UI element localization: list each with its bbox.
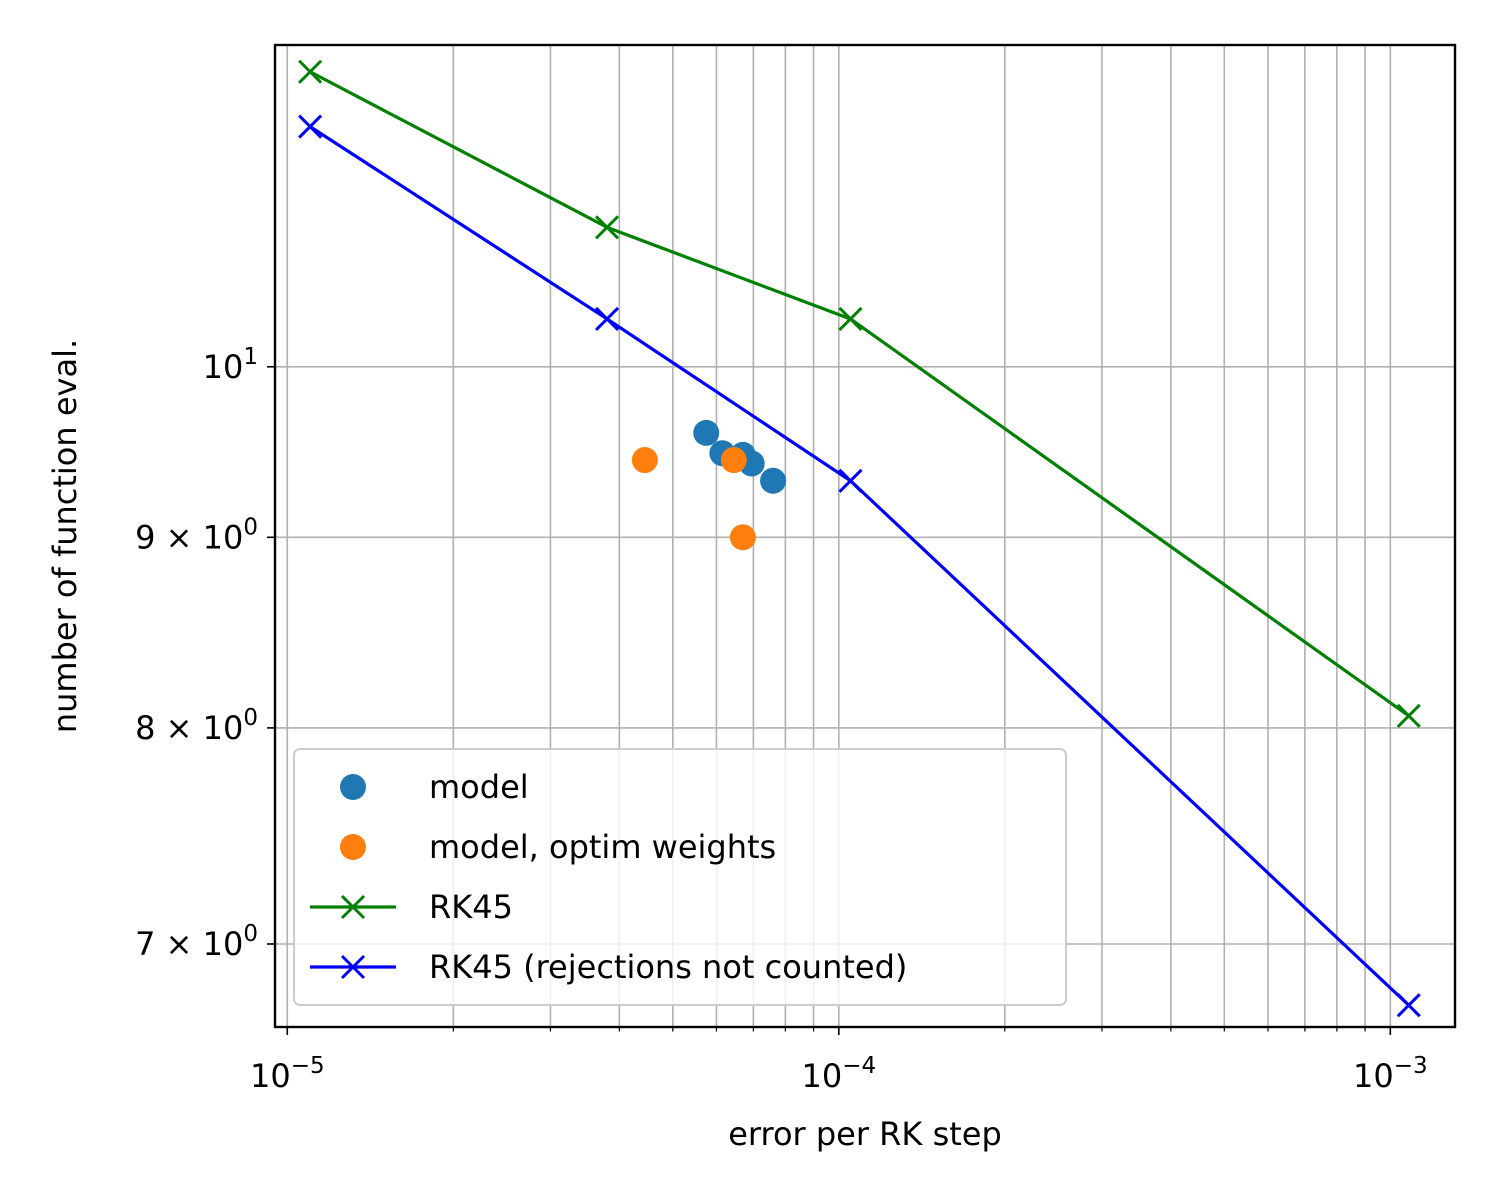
legend-label: model (429, 768, 529, 806)
y-tick-label-exponent: 0 (243, 705, 258, 731)
data-point (631, 447, 658, 474)
y-tick-label-exponent: 1 (243, 344, 258, 370)
data-point-marker (594, 306, 620, 332)
legend: model model, optim weights RK45 RK45 (rejec… (293, 748, 1067, 1006)
series-model-optim-weights (631, 447, 756, 551)
legend-entry: model (340, 768, 529, 806)
x-marker-stroke (298, 59, 323, 84)
data-point-marker (838, 306, 863, 332)
x-tick-label-base: 10 (1353, 1057, 1394, 1095)
data-point (729, 524, 756, 551)
y-tick-label: 101 (203, 344, 258, 386)
x-tick-label: 10−4 (801, 1053, 876, 1095)
series-rk45 (298, 59, 1421, 728)
x-marker-stroke (1396, 703, 1421, 728)
plot-area (298, 59, 1421, 1018)
y-tick-label-exponent: 0 (243, 921, 258, 947)
data-point-marker (1396, 703, 1421, 728)
y-tick-label-exponent: 0 (243, 514, 258, 540)
x-marker-stroke (838, 306, 863, 332)
data-point-marker (298, 114, 323, 139)
y-tick-label-base: 10 (203, 348, 244, 386)
x-marker-stroke (340, 894, 366, 920)
y-tick-label: 7 × 100 (135, 921, 258, 963)
data-point-marker (298, 59, 323, 84)
legend-label: RK45 (rejections not counted) (429, 948, 907, 986)
grid (275, 45, 1455, 1027)
y-tick-label: 9 × 100 (135, 514, 258, 556)
axes-frame (273, 43, 1457, 1029)
legend-marker (340, 834, 366, 860)
data-point-marker (594, 215, 620, 240)
x-tick-label-exponent: −5 (291, 1053, 325, 1079)
x-marker-stroke (340, 954, 366, 980)
x-marker-stroke (1396, 993, 1421, 1018)
y-tick-label: 8 × 100 (135, 705, 258, 747)
y-tick-label-base: 7 × 10 (135, 925, 243, 963)
x-tick-label: 10−3 (1353, 1053, 1428, 1095)
data-point-marker (838, 468, 863, 493)
series-line (309, 125, 1410, 1007)
x-tick-label-base: 10 (801, 1057, 842, 1095)
x-tick-label-base: 10 (250, 1057, 291, 1095)
x-marker-stroke (594, 306, 620, 332)
y-tick-label-base: 8 × 10 (135, 709, 243, 747)
data-point (693, 419, 720, 446)
data-point-marker (1396, 993, 1421, 1018)
x-tick-label-exponent: −3 (1394, 1053, 1428, 1079)
legend-marker (340, 894, 366, 920)
legend-entry: RK45 (310, 888, 513, 926)
x-tick-label-exponent: −4 (842, 1053, 876, 1079)
series-rk45-rejections-not-counted (298, 114, 1421, 1018)
series-line (309, 70, 1410, 718)
data-point (720, 447, 747, 474)
x-tick-label: 10−5 (250, 1053, 325, 1095)
x-marker-stroke (298, 114, 323, 139)
legend-marker (340, 954, 366, 980)
y-tick-label-base: 9 × 10 (135, 518, 243, 556)
x-axis-label: error per RK step (728, 1115, 1002, 1153)
legend-marker (340, 774, 366, 800)
x-marker-stroke (594, 215, 620, 240)
y-axis-label: number of function eval. (46, 339, 84, 733)
legend-label: model, optim weights (429, 828, 776, 866)
legend-entry: RK45 (rejections not counted) (310, 948, 907, 986)
legend-label: RK45 (429, 888, 513, 926)
data-point (760, 467, 787, 494)
legend-box (293, 748, 1067, 1006)
legend-entry: model, optim weights (340, 828, 776, 866)
x-marker-stroke (838, 468, 863, 493)
